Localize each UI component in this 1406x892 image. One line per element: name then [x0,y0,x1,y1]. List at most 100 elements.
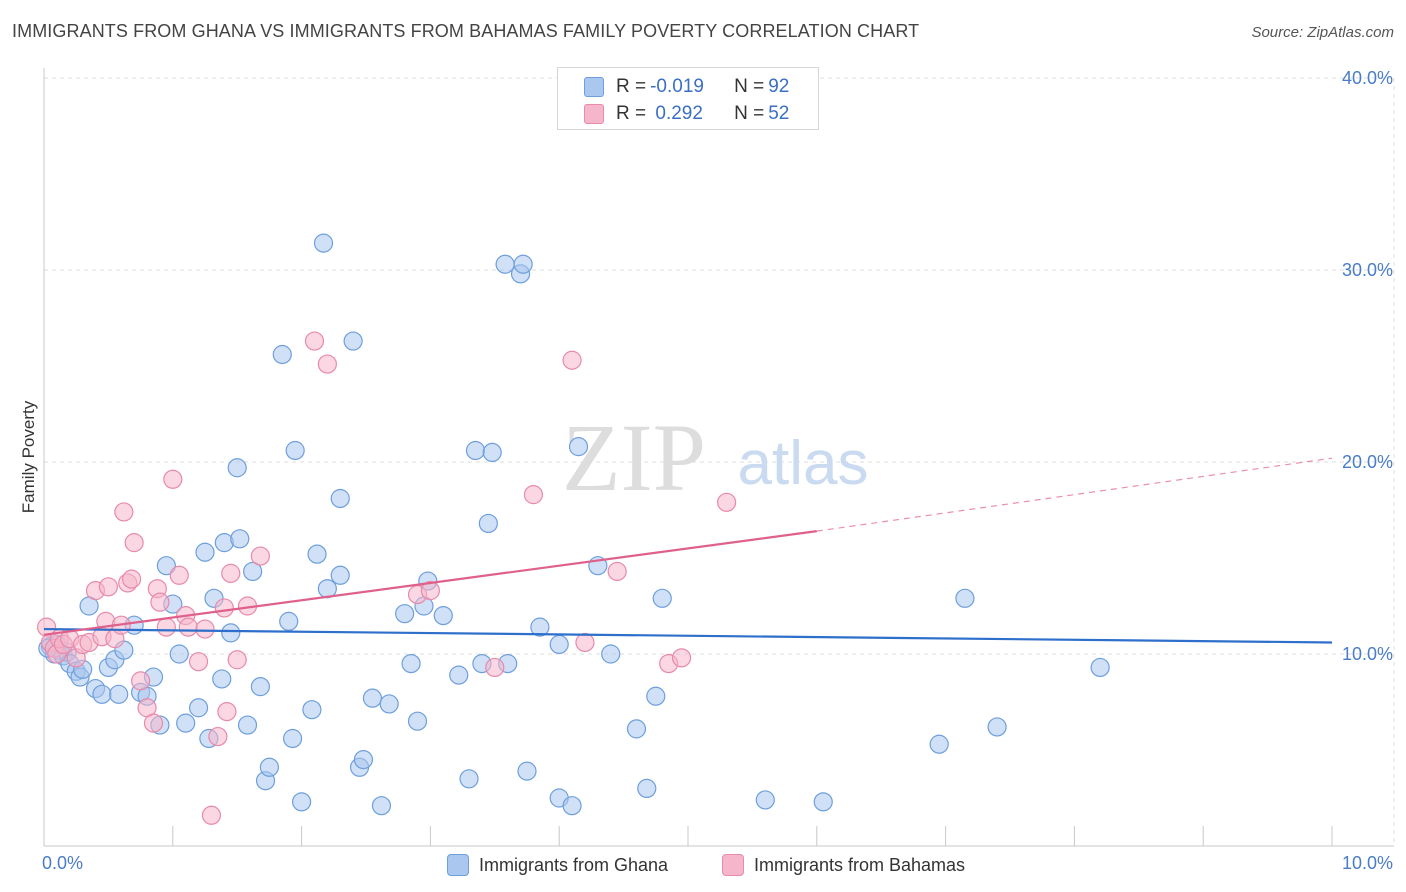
bahamas-point [150,592,170,612]
bahamas-point [188,652,209,672]
ghana-point [401,653,421,674]
ghana-point [169,644,189,664]
bahamas-point [208,726,228,747]
ghana-point [279,611,299,631]
legend-r-value-ghana: -0.019 [650,76,704,97]
bahamas-point [156,617,176,637]
ghana-point [156,556,176,576]
y-tick-label: 40.0% [1342,68,1393,88]
ghana-point [313,233,334,253]
ghana-point [237,715,258,735]
ghana-point [227,458,247,478]
ghana-point [259,757,279,777]
legend-label-ghana: Immigrants from Ghana [479,854,669,875]
bahamas-point [195,619,215,639]
ghana-point [407,711,428,731]
x-tick-label: 0.0% [42,853,83,873]
ghana-point [652,588,672,608]
bahamas-point [607,561,627,582]
legend-item-ghana: Immigrants from Ghana [447,852,668,878]
bahamas-point [201,805,222,825]
bahamas-point [304,331,325,351]
bahamas-point [523,485,544,505]
correlation-legend: R = -0.019 N = 92 R = 0.292 N = 52 [557,67,819,130]
ghana-point [601,644,621,664]
bahamas-point [143,713,164,733]
ghana-point [495,254,515,274]
ghana-point [646,686,666,706]
ghana-point [755,790,775,810]
bahamas-point [575,632,595,653]
ghana-point [343,331,363,351]
bahamas-point [178,617,198,637]
legend-n-label: N = [734,103,765,124]
legend-label-bahamas: Immigrants from Bahamas [754,854,966,875]
ghana-point [395,604,415,624]
bahamas-point [671,648,692,668]
ghana-point [813,792,833,812]
bahamas-point [163,469,183,489]
bahamas-point [485,657,505,678]
trend-line-ghana [43,627,1333,644]
trend-line-bahamas-extension [816,457,1333,532]
axes [43,68,1394,847]
legend-item-bahamas: Immigrants from Bahamas [722,852,965,878]
ghana-point [478,513,498,534]
y-tick-label: 30.0% [1342,260,1393,280]
ghana-point [330,488,350,509]
bahamas-point [420,581,440,601]
y-axis-label: Family Poverty [19,400,38,513]
ghana-point [362,688,383,708]
bahamas-point [227,650,247,670]
ghana-point [195,542,215,562]
ghana-point [929,734,949,754]
ghana-point [987,717,1007,737]
series-ghana-points [38,233,1110,816]
ghana-point [285,440,305,461]
watermark-atlas: atlas [738,429,869,498]
bahamas-point [114,502,134,522]
ghana-point [549,634,569,655]
legend-swatch-ghana [447,854,469,876]
legend-n-value-ghana: 92 [768,76,790,97]
bahamas-point [250,546,270,566]
bahamas-point [98,577,119,597]
trend-line-bahamas [43,530,817,636]
ghana-point [637,778,657,799]
ghana-point [517,761,537,781]
ghana-point [282,728,303,749]
y-tick-label: 10.0% [1342,644,1393,664]
bahamas-point [124,533,144,553]
bahamas-point [121,569,142,589]
bahamas-point [217,701,237,722]
watermark-zip: ZIP [562,404,706,511]
ghana-point [188,698,209,718]
ghana-point [330,565,350,585]
ghana-point [307,544,327,564]
bahamas-point [221,563,241,583]
ghana-point [243,561,263,582]
ghana-point [230,529,250,549]
bahamas-point [317,354,337,374]
trend-lines [43,457,1333,644]
ghana-point [433,605,453,626]
ghana-point [272,344,292,365]
ghana-point [302,700,322,720]
y-tick-label: 20.0% [1342,452,1393,472]
source-credit: Source: ZipAtlas.com [1251,24,1394,41]
bahamas-point [214,598,234,618]
ghana-point [250,677,270,697]
ghana-point [221,623,241,643]
ghana-point [449,665,469,685]
legend-swatch-bahamas [722,854,744,876]
bahamas-point [562,350,582,370]
watermark: ZIP atlas [562,404,868,511]
legend-r-value-bahamas: 0.292 [650,103,703,124]
ghana-point [626,719,647,739]
ghana-point [371,796,392,816]
ghana-point [530,617,550,637]
ghana-point [1090,657,1110,678]
series-bahamas-points [36,331,737,825]
ghana-point [513,254,533,274]
bahamas-point [131,671,151,691]
